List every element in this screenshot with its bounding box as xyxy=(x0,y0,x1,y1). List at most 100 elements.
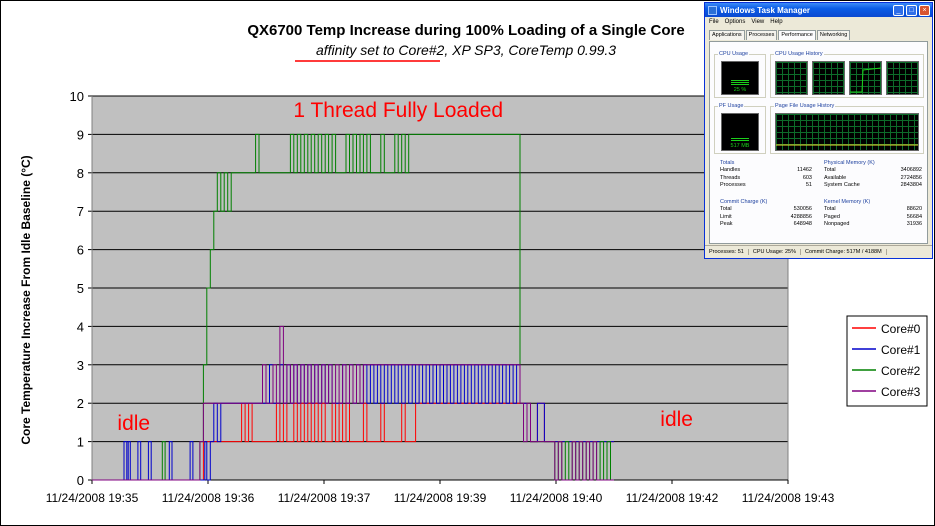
menu-view[interactable]: View xyxy=(751,19,765,25)
annotation-label: idle xyxy=(660,408,693,431)
pf-history-label: Page File Usage History xyxy=(774,103,836,109)
cpu-usage-label: CPU Usage xyxy=(718,51,750,57)
x-tick-label: 11/24/2008 19:35 xyxy=(46,491,139,505)
x-tick-label: 11/24/2008 19:40 xyxy=(510,491,603,505)
physical-memory-value: 3406892 xyxy=(900,167,922,173)
commit-charge-value: 648948 xyxy=(793,221,812,228)
commit-charge-table: Commit Charge (K) Total 530056 Limit 42888… xyxy=(720,198,812,229)
commit-charge-label: Limit xyxy=(720,213,732,220)
y-tick-label: 0 xyxy=(77,473,84,488)
kernel-memory-heading: Kernel Memory (K) xyxy=(824,199,871,205)
y-tick-label: 10 xyxy=(70,89,84,104)
series-line-core-1 xyxy=(92,364,614,481)
menu-file[interactable]: File xyxy=(709,19,719,25)
legend-label: Core#3 xyxy=(881,385,921,399)
commit-charge-value: 530056 xyxy=(793,206,812,212)
task-manager-titlebar[interactable]: Windows Task Manager _ □ × xyxy=(705,3,932,17)
cpu-usage-meter: 25 % xyxy=(721,61,759,95)
pf-usage-bar xyxy=(731,138,749,141)
cpu-history-graph-core3 xyxy=(886,61,919,95)
y-tick-label: 4 xyxy=(77,319,84,334)
pf-usage-group: PF Usage 517 MB xyxy=(714,103,766,154)
cpu-history-graph-core1 xyxy=(812,61,845,95)
x-tick-label: 11/24/2008 19:37 xyxy=(278,491,371,505)
pf-usage-value: 517 MB xyxy=(730,143,750,149)
totals-label: Handles xyxy=(720,167,741,173)
status-commit-charge: Commit Charge: 517M / 4188M xyxy=(801,249,887,255)
physical-memory-value: 2843804 xyxy=(900,182,922,189)
task-manager-statusbar: Processes: 51 CPU Usage: 25% Commit Char… xyxy=(705,245,932,258)
cpu-usage-bar xyxy=(731,79,749,85)
menu-options[interactable]: Options xyxy=(724,19,746,25)
minimize-icon[interactable]: _ xyxy=(893,4,904,16)
physical-memory-label: Available xyxy=(824,174,847,181)
task-manager-title: Windows Task Manager xyxy=(720,5,811,15)
kernel-memory-label: Nonpaged xyxy=(824,221,850,228)
y-tick-label: 9 xyxy=(77,127,84,142)
commit-charge-label: Peak xyxy=(720,221,733,228)
legend-label: Core#0 xyxy=(881,322,921,336)
physical-memory-heading: Physical Memory (K) xyxy=(824,160,875,166)
x-tick-label: 11/24/2008 19:39 xyxy=(394,491,487,505)
menu-help[interactable]: Help xyxy=(770,19,783,25)
totals-heading: Totals xyxy=(720,160,735,166)
y-axis-label: Core Temperature Increase From Idle Base… xyxy=(19,155,33,444)
series-line-core-0 xyxy=(92,402,614,481)
kernel-memory-value: 88620 xyxy=(906,206,922,212)
y-tick-label: 6 xyxy=(77,243,84,258)
cpu-usage-value: 25 % xyxy=(733,87,747,93)
performance-panel: CPU Usage 25 % CPU Usage History PF Usag… xyxy=(709,41,928,244)
annotation-label: 1 Thread Fully Loaded xyxy=(293,99,503,122)
commit-charge-value: 4288856 xyxy=(790,213,812,220)
task-manager-window: Windows Task Manager _ □ × File Options … xyxy=(704,2,933,259)
tab-networking[interactable]: Networking xyxy=(816,30,851,40)
cpu-usage-group: CPU Usage 25 % xyxy=(714,51,766,98)
pf-history-trace xyxy=(776,144,918,146)
legend-label: Core#2 xyxy=(881,364,921,378)
tab-applications[interactable]: Applications xyxy=(709,30,745,40)
totals-label: Threads xyxy=(720,174,741,181)
y-tick-label: 3 xyxy=(77,358,84,373)
task-manager-tabs: Applications Processes Performance Netwo… xyxy=(705,30,932,40)
cpu-history-label: CPU Usage History xyxy=(774,51,824,57)
totals-value: 11462 xyxy=(797,167,812,173)
plot-area: 0 1 2 3 4 5 6 7 8 9 10 11/24/2008 19:35 11/24/2008 1… xyxy=(46,89,835,505)
pf-usage-meter: 517 MB xyxy=(721,113,759,151)
totals-value: 51 xyxy=(805,182,812,189)
physical-memory-value: 2724856 xyxy=(900,174,922,181)
cpu-history-graph-core0 xyxy=(775,61,808,95)
pf-history-group: Page File Usage History xyxy=(770,103,924,154)
tab-performance[interactable]: Performance xyxy=(778,30,816,40)
cpu-core2-trace xyxy=(850,67,881,93)
series-line-core-3 xyxy=(92,325,614,481)
kernel-memory-value: 56684 xyxy=(906,213,922,220)
tab-processes[interactable]: Processes xyxy=(745,30,778,40)
y-tick-label: 8 xyxy=(77,166,84,181)
maximize-icon[interactable]: □ xyxy=(906,4,917,16)
legend: Core#0 Core#1 Core#2 Core#3 xyxy=(846,315,928,407)
y-tick-label: 1 xyxy=(77,435,84,450)
chart-title: QX6700 Temp Increase during 100% Loading… xyxy=(247,22,684,39)
close-icon[interactable]: × xyxy=(919,4,930,16)
cpu-history-graph-core2 xyxy=(849,61,882,95)
annotation-label: idle xyxy=(117,412,150,435)
pf-usage-label: PF Usage xyxy=(718,103,745,109)
totals-label: Processes xyxy=(720,182,746,189)
x-tick-label: 11/24/2008 19:36 xyxy=(162,491,255,505)
x-tick-label: 11/24/2008 19:42 xyxy=(626,491,719,505)
physical-memory-label: Total xyxy=(824,167,836,173)
y-tick-label: 2 xyxy=(77,396,84,411)
kernel-memory-label: Total xyxy=(824,206,836,212)
kernel-memory-label: Paged xyxy=(824,213,840,220)
pf-history-graph xyxy=(775,113,919,151)
physical-memory-table: Physical Memory (K) Total 3406892 Availab… xyxy=(824,159,922,190)
kernel-memory-value: 31936 xyxy=(906,221,922,228)
totals-table: Totals Handles 11462 Threads 603 Processes… xyxy=(720,159,812,190)
y-tick-label: 5 xyxy=(77,281,84,296)
y-tick-label: 7 xyxy=(77,204,84,219)
x-tick-label: 11/24/2008 19:43 xyxy=(742,491,835,505)
physical-memory-label: System Cache xyxy=(824,182,860,189)
status-processes: Processes: 51 xyxy=(705,249,749,255)
task-manager-icon xyxy=(708,5,717,15)
